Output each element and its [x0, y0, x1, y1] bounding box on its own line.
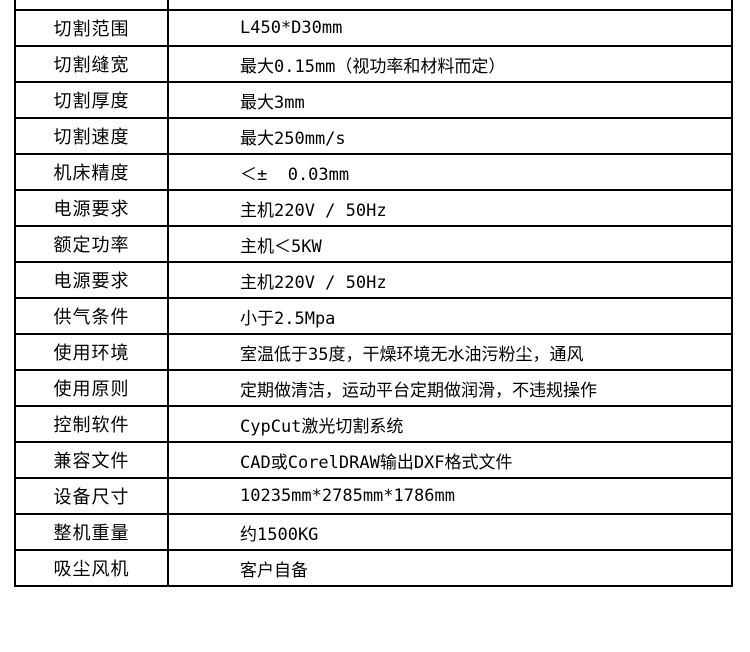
- spec-label: 吸尘风机: [16, 551, 169, 585]
- spec-label: 切割厚度: [16, 83, 169, 117]
- spec-value: 最大250mm/s: [240, 128, 346, 149]
- spec-value: 客户自备: [240, 560, 308, 581]
- spec-label: 使用环境: [16, 335, 169, 369]
- spec-label: 切割速度: [16, 119, 169, 153]
- table-row: 使用环境 室温低于35度，干燥环境无水油污粉尘，通风: [16, 335, 731, 371]
- table-row: 吸尘风机 客户自备: [16, 551, 731, 587]
- spec-label: 机床精度: [16, 155, 169, 189]
- spec-label: 电源要求: [16, 263, 169, 297]
- spec-value: 主机220V / 50Hz: [240, 200, 387, 221]
- spec-label: 额定功率: [16, 227, 169, 261]
- table-row: 切割缝宽 最大0.15mm（视功率和材料而定）: [16, 47, 731, 83]
- table-row: 设备尺寸 10235mm*2785mm*1786mm: [16, 479, 731, 515]
- spec-label: 控制软件: [16, 407, 169, 441]
- spec-value: CypCut激光切割系统: [240, 416, 404, 437]
- table-row: 兼容文件 CAD或CorelDRAW输出DXF格式文件: [16, 443, 731, 479]
- spec-value: 定期做清洁，运动平台定期做润滑，不违规操作: [240, 380, 597, 401]
- spec-value: 主机220V / 50Hz: [240, 272, 387, 293]
- table-row: 切割范围 L450*D30mm: [16, 11, 731, 47]
- spec-value: 室温低于35度，干燥环境无水油污粉尘，通风: [240, 344, 584, 365]
- table-row: 整机重量 约1500KG: [16, 515, 731, 551]
- spec-value: 10235mm*2785mm*1786mm: [240, 486, 455, 506]
- spec-value: 约1500KG: [240, 524, 319, 545]
- table-row: 控制软件 CypCut激光切割系统: [16, 407, 731, 443]
- table-row: 切割厚度 最大3mm: [16, 83, 731, 119]
- table-row: 使用原则 定期做清洁，运动平台定期做润滑，不违规操作: [16, 371, 731, 407]
- spec-label: 兼容文件: [16, 443, 169, 477]
- spec-value: 小于2.5Mpa: [240, 308, 336, 329]
- spec-value: L450*D30mm: [240, 18, 343, 38]
- spec-table: 切割范围 L450*D30mm 切割缝宽 最大0.15mm（视功率和材料而定） …: [14, 0, 733, 587]
- spec-label: 供气条件: [16, 299, 169, 333]
- table-row: 切割速度 最大250mm/s: [16, 119, 731, 155]
- spec-label: 电源要求: [16, 191, 169, 225]
- spec-value: ＜± 0.03mm: [240, 164, 350, 185]
- spec-label: 切割范围: [16, 11, 169, 45]
- table-top-partial-row: [16, 0, 731, 11]
- column-divider: [167, 0, 169, 9]
- table-row: 额定功率 主机＜5KW: [16, 227, 731, 263]
- spec-value: CAD或CorelDRAW输出DXF格式文件: [240, 452, 513, 473]
- spec-label: 设备尺寸: [16, 479, 169, 513]
- table-row: 电源要求 主机220V / 50Hz: [16, 191, 731, 227]
- spec-value: 主机＜5KW: [240, 236, 322, 257]
- table-row: 供气条件 小于2.5Mpa: [16, 299, 731, 335]
- table-row: 机床精度 ＜± 0.03mm: [16, 155, 731, 191]
- spec-table-body: 切割范围 L450*D30mm 切割缝宽 最大0.15mm（视功率和材料而定） …: [16, 11, 731, 587]
- table-row: 电源要求 主机220V / 50Hz: [16, 263, 731, 299]
- spec-value: 最大0.15mm（视功率和材料而定）: [240, 56, 506, 77]
- spec-label: 整机重量: [16, 515, 169, 549]
- spec-value: 最大3mm: [240, 92, 305, 113]
- spec-label: 切割缝宽: [16, 47, 169, 81]
- spec-label: 使用原则: [16, 371, 169, 405]
